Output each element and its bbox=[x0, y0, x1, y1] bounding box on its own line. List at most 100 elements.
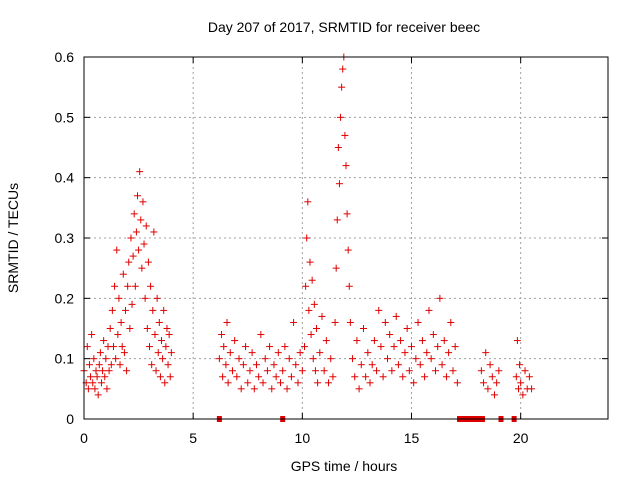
data-point bbox=[381, 318, 389, 326]
data-point bbox=[302, 282, 310, 290]
data-point bbox=[346, 318, 354, 326]
data-point bbox=[373, 367, 381, 375]
data-point bbox=[331, 318, 339, 326]
data-point bbox=[394, 361, 402, 369]
data-point bbox=[329, 373, 337, 381]
data-point bbox=[401, 349, 409, 357]
data-point bbox=[521, 367, 529, 375]
data-point bbox=[133, 192, 141, 200]
data-point bbox=[322, 337, 330, 345]
data-point bbox=[159, 355, 167, 363]
y-tick-label: 0.2 bbox=[55, 290, 75, 306]
data-point bbox=[306, 258, 314, 266]
data-point bbox=[160, 306, 168, 314]
data-point bbox=[100, 337, 108, 345]
data-point bbox=[166, 373, 174, 381]
data-point bbox=[89, 379, 97, 387]
data-point bbox=[528, 385, 536, 393]
data-point bbox=[136, 168, 144, 176]
data-point bbox=[109, 343, 117, 351]
data-point bbox=[116, 361, 124, 369]
data-point bbox=[292, 361, 300, 369]
data-point bbox=[138, 264, 146, 272]
data-point bbox=[484, 385, 492, 393]
data-point bbox=[146, 343, 153, 351]
data-point bbox=[93, 373, 101, 381]
data-point bbox=[135, 246, 143, 254]
data-point bbox=[107, 361, 115, 369]
data-point bbox=[414, 318, 422, 326]
data-point bbox=[308, 276, 316, 284]
data-point bbox=[488, 373, 496, 381]
data-point bbox=[375, 306, 383, 314]
data-point bbox=[343, 210, 351, 218]
data-point bbox=[137, 216, 145, 224]
y-axis-title: SRMTID / TECUs bbox=[5, 183, 21, 293]
data-point bbox=[277, 379, 284, 387]
data-point bbox=[105, 367, 113, 375]
data-point bbox=[248, 349, 256, 357]
data-point bbox=[495, 367, 503, 375]
data-point bbox=[418, 337, 426, 345]
data-point bbox=[91, 385, 99, 393]
data-point bbox=[106, 325, 114, 332]
data-point bbox=[94, 391, 102, 399]
data-point bbox=[366, 379, 374, 387]
data-point bbox=[370, 337, 378, 345]
data-point bbox=[222, 361, 230, 369]
x-tick-label: 0 bbox=[80, 430, 88, 446]
data-point bbox=[124, 282, 132, 290]
data-point bbox=[261, 355, 269, 363]
data-point bbox=[126, 325, 134, 332]
data-point bbox=[151, 331, 159, 339]
data-point bbox=[144, 258, 152, 266]
data-point bbox=[139, 198, 147, 206]
data-point bbox=[164, 361, 172, 369]
data-point bbox=[123, 367, 131, 375]
y-tick-label: 0.1 bbox=[55, 351, 75, 367]
data-point bbox=[90, 355, 98, 363]
data-point bbox=[246, 367, 254, 375]
y-tick-label: 0.4 bbox=[55, 170, 75, 186]
data-point bbox=[482, 349, 490, 357]
data-point bbox=[383, 355, 391, 363]
data-point bbox=[514, 385, 522, 393]
data-point bbox=[148, 361, 156, 369]
data-point bbox=[226, 349, 234, 357]
data-point bbox=[345, 282, 353, 290]
data-point bbox=[305, 306, 313, 314]
data-point bbox=[150, 228, 158, 236]
data-point bbox=[218, 331, 226, 339]
data-point bbox=[442, 373, 450, 381]
data-point bbox=[304, 198, 312, 206]
y-tick-label: 0.6 bbox=[55, 49, 75, 65]
data-point bbox=[392, 312, 400, 320]
x-tick-label: 20 bbox=[513, 430, 529, 446]
data-point bbox=[259, 379, 267, 387]
x-axis-title: GPS time / hours bbox=[291, 458, 398, 474]
data-point bbox=[327, 355, 335, 363]
data-point bbox=[294, 379, 302, 387]
data-point bbox=[125, 258, 133, 266]
data-point bbox=[423, 349, 431, 357]
data-point bbox=[132, 228, 140, 236]
data-point bbox=[102, 355, 110, 363]
data-point bbox=[141, 294, 149, 302]
data-point bbox=[235, 355, 243, 363]
data-point bbox=[453, 379, 461, 387]
data-point bbox=[117, 318, 125, 326]
data-point bbox=[242, 343, 250, 351]
data-point bbox=[313, 325, 321, 332]
data-point bbox=[490, 391, 498, 399]
data-point bbox=[96, 349, 104, 357]
data-point bbox=[512, 373, 520, 381]
data-point bbox=[355, 385, 363, 393]
data-point bbox=[357, 361, 365, 369]
data-point bbox=[342, 162, 350, 170]
data-point bbox=[121, 306, 129, 314]
data-point bbox=[161, 379, 169, 387]
data-point bbox=[320, 367, 328, 375]
data-point bbox=[335, 180, 343, 188]
data-point bbox=[339, 65, 347, 73]
